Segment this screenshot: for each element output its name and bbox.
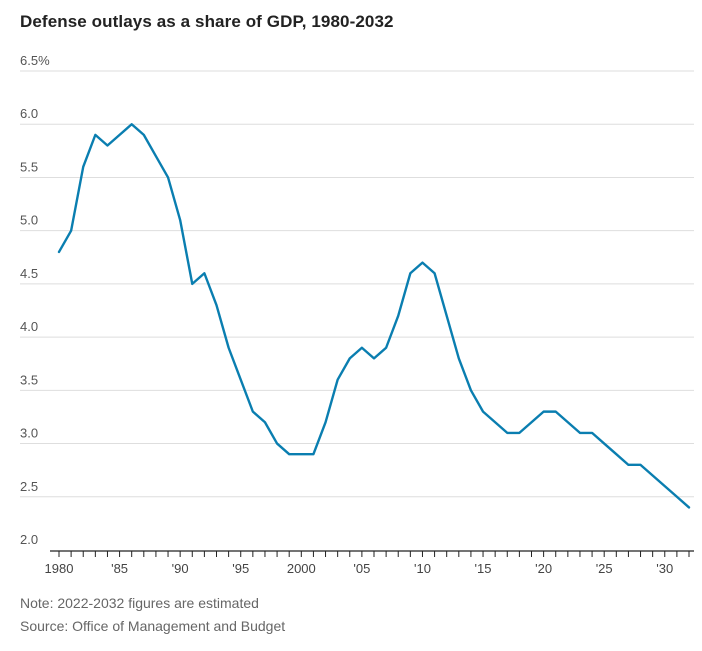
x-tick-label: '10 [414, 561, 431, 576]
x-axis: 1980 '85 '90 '95 2000 '05 '10 '15 '20 '25 '30 [45, 550, 694, 576]
x-tick-label: 2000 [287, 561, 316, 576]
y-tick-label: 5.0 [20, 213, 38, 228]
y-axis-tick-labels: 2.0 2.5 3.0 3.5 4.0 4.5 5.0 5.5 6.0 6.5% [20, 53, 50, 547]
x-tick-label: 1980 [45, 561, 74, 576]
note-text: Note: 2022-2032 figures are estimated [20, 595, 259, 611]
x-tick-label: '95 [232, 561, 249, 576]
y-tick-label: 4.0 [20, 319, 38, 334]
source-text: Source: Office of Management and Budget [20, 618, 286, 634]
gridlines [20, 70, 694, 498]
y-tick-label: 6.5% [20, 53, 50, 68]
x-tick-label: '25 [596, 561, 613, 576]
y-tick-label: 3.5 [20, 372, 38, 387]
y-tick-label: 2.5 [20, 479, 38, 494]
y-tick-label: 5.5 [20, 159, 38, 174]
chart-title: Defense outlays as a share of GDP, 1980-… [20, 12, 394, 31]
y-tick-label: 4.5 [20, 266, 38, 281]
series-line [57, 123, 691, 509]
x-tick-label: '20 [535, 561, 552, 576]
x-tick-label: '30 [656, 561, 673, 576]
series-layer [57, 123, 691, 509]
x-tick-label: '85 [111, 561, 128, 576]
y-tick-label: 2.0 [20, 532, 38, 547]
x-tick-label: '05 [353, 561, 370, 576]
x-tick-label: '90 [172, 561, 189, 576]
y-tick-label: 6.0 [20, 106, 38, 121]
x-tick-label: '15 [475, 561, 492, 576]
y-tick-label: 3.0 [20, 426, 38, 441]
